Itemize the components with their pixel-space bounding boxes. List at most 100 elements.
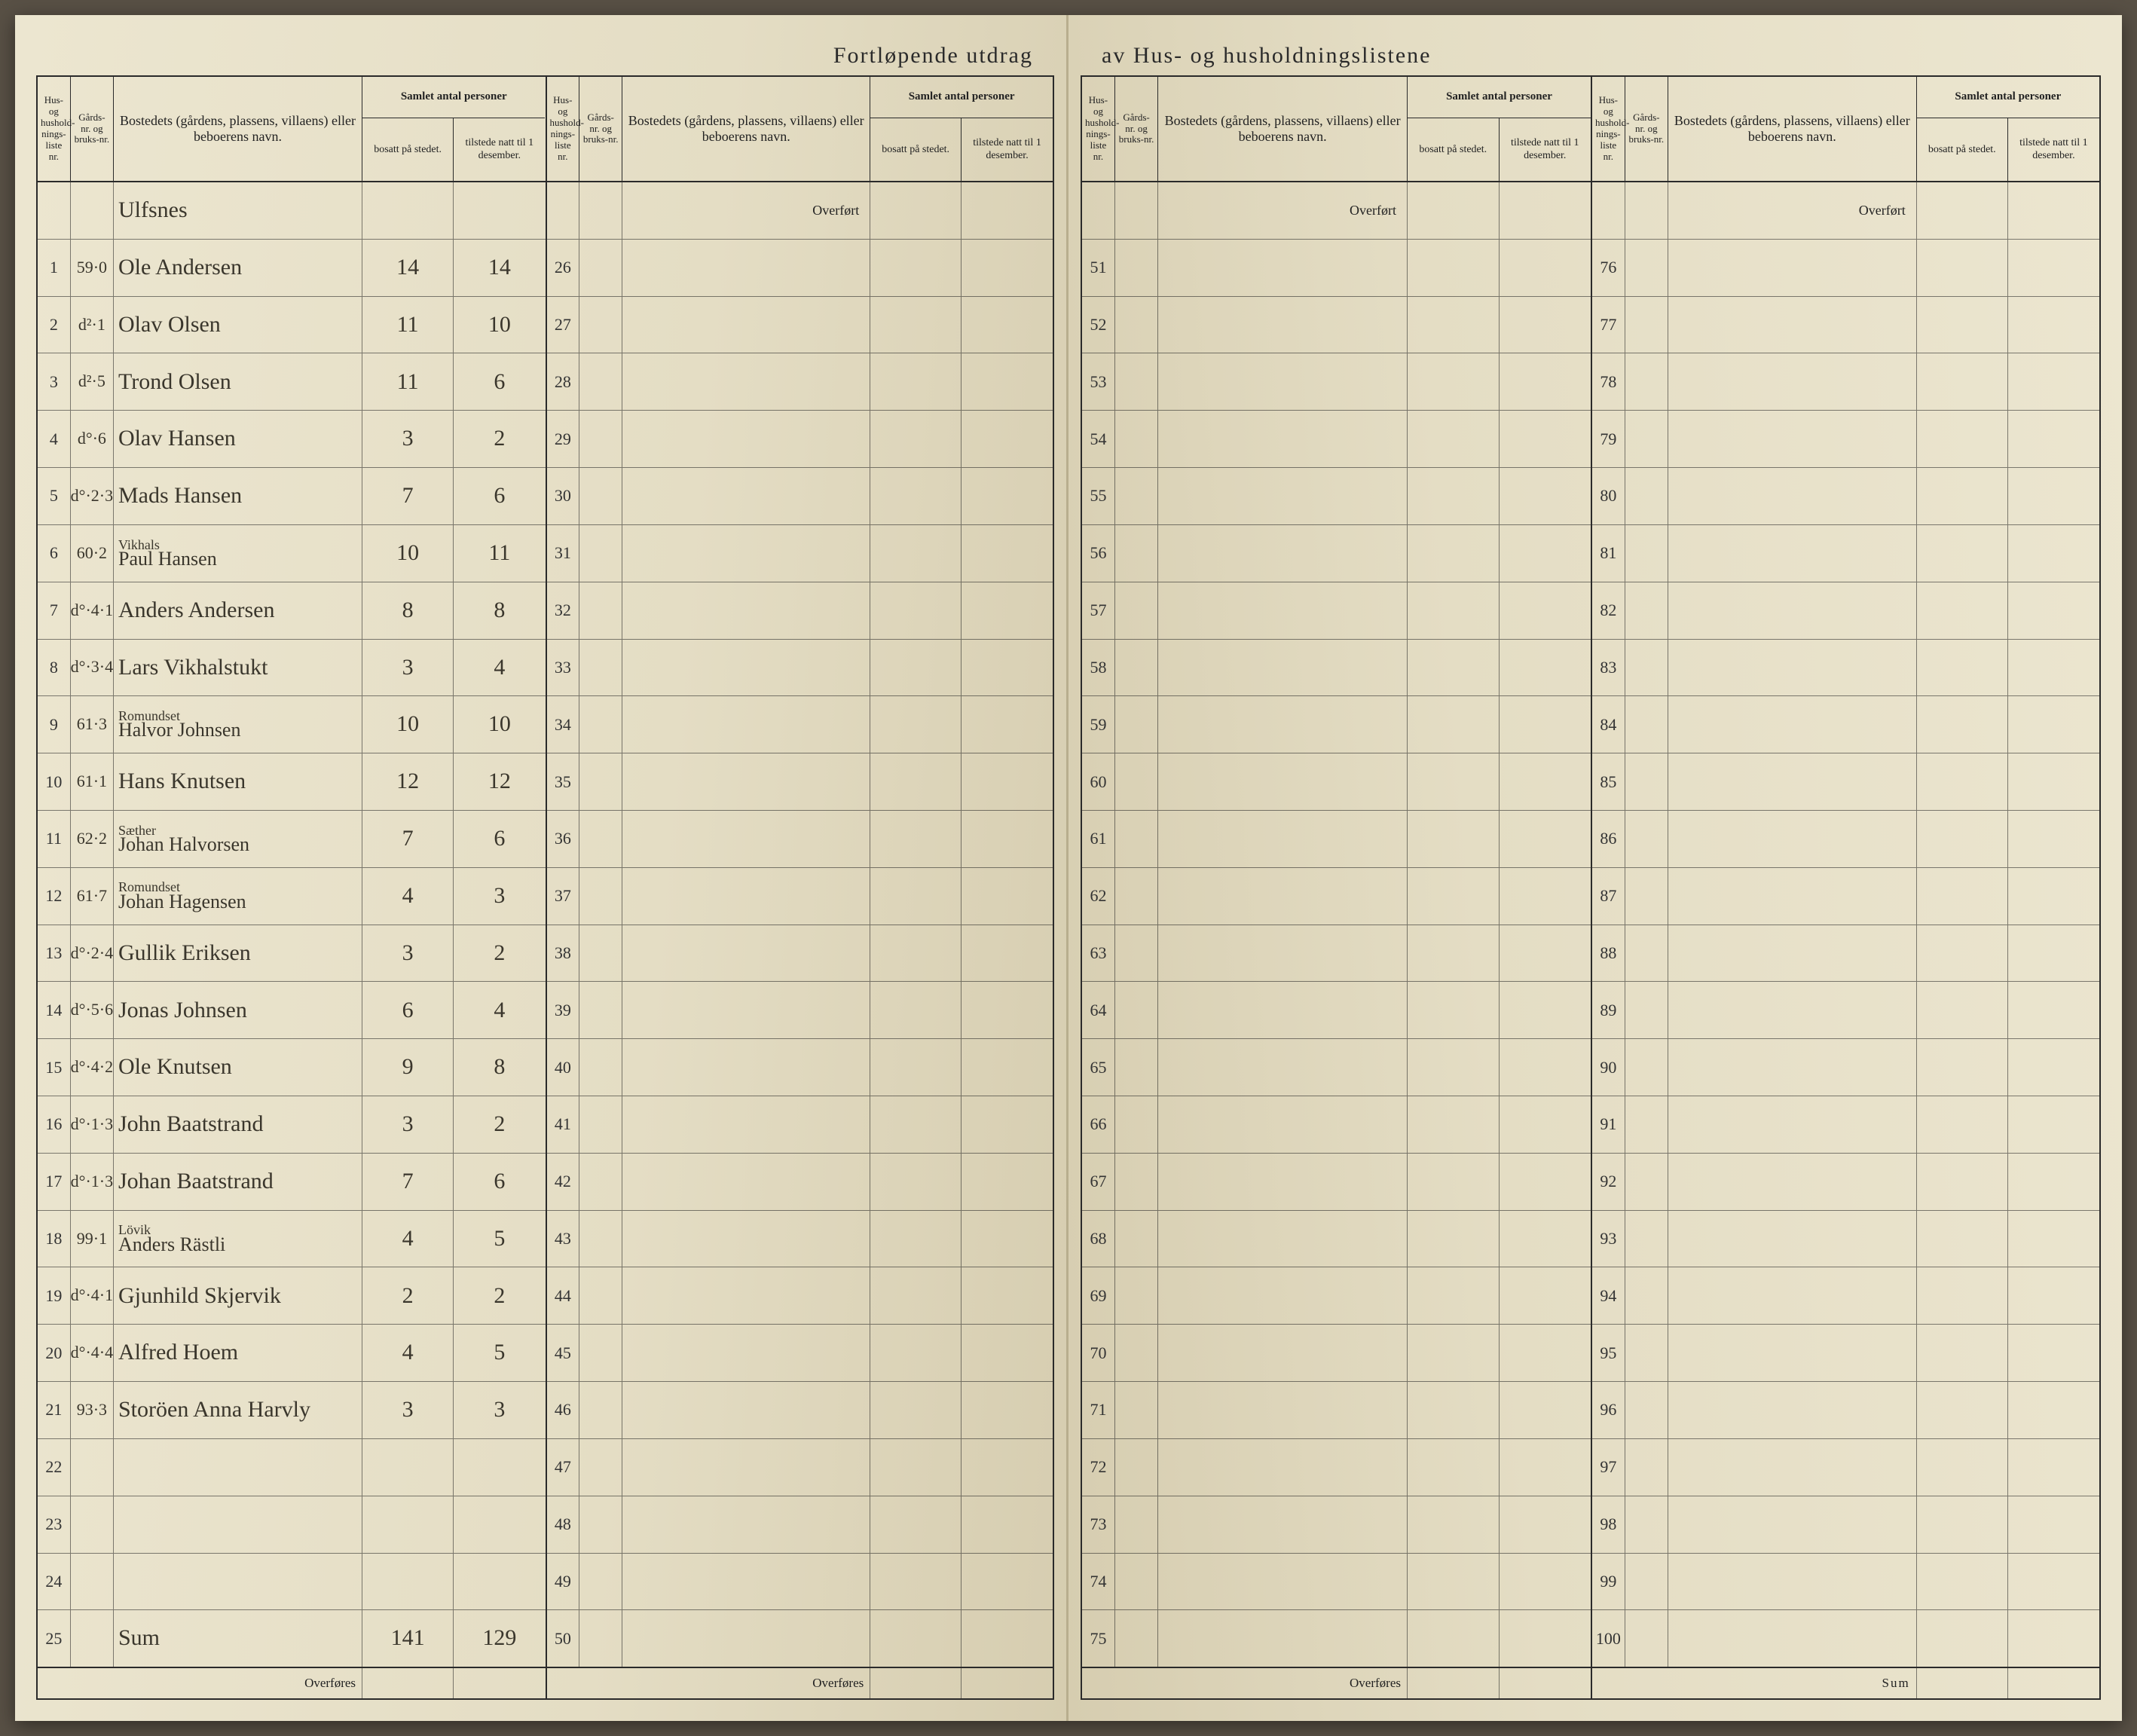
table-row: 60 bbox=[1082, 753, 1591, 811]
cell-bosatt bbox=[1408, 982, 1500, 1038]
cell-bosatt: 12 bbox=[362, 753, 454, 810]
cell-bosted bbox=[622, 1554, 870, 1610]
tilstede-value: 14 bbox=[488, 257, 511, 279]
tilstede-value: 2 bbox=[494, 943, 505, 964]
cell-bosted: SætherJohan Halvorsen bbox=[114, 811, 362, 867]
table-row: 90 bbox=[1592, 1039, 2099, 1096]
cell-bosatt bbox=[1917, 1096, 2008, 1153]
row-number: 9 bbox=[38, 696, 71, 753]
cell-bosted bbox=[622, 468, 870, 524]
cell-gard bbox=[1625, 925, 1668, 982]
cell-bosatt bbox=[870, 696, 961, 753]
row-number: 40 bbox=[547, 1039, 580, 1096]
cell-gard bbox=[1625, 811, 1668, 867]
row-number: 93 bbox=[1592, 1211, 1625, 1267]
row-number: 80 bbox=[1592, 468, 1625, 524]
cell-bosted bbox=[1668, 525, 1917, 582]
cell-tilstede bbox=[961, 1039, 1053, 1096]
col-header-persons-top: Samlet antal personer bbox=[362, 77, 545, 118]
cell-bosted bbox=[1158, 1039, 1408, 1096]
row-number: 17 bbox=[38, 1154, 71, 1210]
row-number: 36 bbox=[547, 811, 580, 867]
row-number bbox=[547, 182, 580, 239]
cell-bosted: Anders Andersen bbox=[114, 582, 362, 639]
cell-bosted: John Baatstrand bbox=[114, 1096, 362, 1153]
cell-gard bbox=[1115, 1154, 1158, 1210]
cell-bosted bbox=[622, 525, 870, 582]
cell-tilstede bbox=[2008, 1382, 2099, 1438]
table-row: 27 bbox=[547, 297, 1053, 354]
row-number: 18 bbox=[38, 1211, 71, 1267]
cell-tilstede bbox=[2008, 1554, 2099, 1610]
row-number: 23 bbox=[38, 1496, 71, 1553]
cell-gard: d°·4·1 bbox=[71, 582, 114, 639]
col-header-persons: Samlet antal personer bosatt på stedet. … bbox=[1917, 77, 2099, 181]
cell-bosted bbox=[1158, 925, 1408, 982]
table-row: 15 d°·4·2 Ole Knutsen 9 8 bbox=[38, 1039, 546, 1096]
gard-nr: d°·1·3 bbox=[71, 1174, 113, 1190]
tilstede-value: 3 bbox=[494, 1399, 505, 1421]
row-number: 33 bbox=[547, 640, 580, 696]
cell-gard bbox=[1115, 696, 1158, 753]
cell-gard bbox=[1625, 297, 1668, 353]
row-number: 55 bbox=[1082, 468, 1115, 524]
col-header-bosted: Bostedets (gårdens, plassens, villaens) … bbox=[1158, 77, 1408, 181]
cell-bosted bbox=[1668, 1496, 1917, 1553]
col-header-hus: Hus- og hushold-nings-liste nr. bbox=[38, 77, 71, 181]
row-number: 63 bbox=[1082, 925, 1115, 982]
cell-tilstede bbox=[2008, 353, 2099, 410]
cell-bosatt: 2 bbox=[362, 1267, 454, 1324]
cell-gard bbox=[1115, 582, 1158, 639]
cell-bosted bbox=[1158, 525, 1408, 582]
cell-bosatt bbox=[870, 1610, 961, 1667]
cell-bosted bbox=[622, 353, 870, 410]
overfort-label: Overført bbox=[812, 203, 859, 219]
bosatt-value: 7 bbox=[402, 485, 414, 507]
cell-gard bbox=[1115, 1439, 1158, 1496]
cell-gard bbox=[579, 353, 622, 410]
cell-gard bbox=[579, 468, 622, 524]
row-number: 12 bbox=[38, 868, 71, 925]
cell-tilstede bbox=[1500, 1211, 1591, 1267]
col-header-persons-top: Samlet antal personer bbox=[870, 77, 1053, 118]
cell-gard bbox=[1115, 1554, 1158, 1610]
cell-bosatt bbox=[1917, 468, 2008, 524]
row-number: 7 bbox=[38, 582, 71, 639]
cell-bosted: Olav Olsen bbox=[114, 297, 362, 353]
gard-nr: d°·3·4 bbox=[71, 659, 113, 675]
bosted-name: Ole Andersen bbox=[118, 257, 242, 279]
row-number: 22 bbox=[38, 1439, 71, 1496]
cell-gard bbox=[579, 1382, 622, 1438]
cell-gard: 61·1 bbox=[71, 753, 114, 810]
row-number: 98 bbox=[1592, 1496, 1625, 1553]
cell-tilstede bbox=[1500, 525, 1591, 582]
tilstede-value: 8 bbox=[494, 1056, 505, 1078]
cell-bosted bbox=[1668, 1382, 1917, 1438]
cell-bosted bbox=[622, 1211, 870, 1267]
row-number: 56 bbox=[1082, 525, 1115, 582]
table-header: Hus- og hushold-nings-liste nr. Gårds-nr… bbox=[38, 77, 546, 182]
cell-tilstede bbox=[2008, 1439, 2099, 1496]
cell-bosatt bbox=[1408, 1610, 1500, 1667]
row-number: 8 bbox=[38, 640, 71, 696]
cell-bosted bbox=[1158, 411, 1408, 467]
cell-tilstede bbox=[2008, 925, 2099, 982]
cell-bosatt bbox=[870, 640, 961, 696]
cell-gard bbox=[71, 1554, 114, 1610]
table-row: 85 bbox=[1592, 753, 2099, 811]
cell-gard: d°·1·3 bbox=[71, 1096, 114, 1153]
cell-bosted: Ole Knutsen bbox=[114, 1039, 362, 1096]
cell-bosatt bbox=[1408, 1439, 1500, 1496]
row-number: 96 bbox=[1592, 1382, 1625, 1438]
cell-bosatt bbox=[1917, 411, 2008, 467]
cell-bosatt bbox=[1917, 1039, 2008, 1096]
cell-bosatt bbox=[870, 1096, 961, 1153]
cell-bosted bbox=[622, 1325, 870, 1381]
cell-tilstede: 10 bbox=[454, 297, 545, 353]
bosatt-value: 10 bbox=[396, 714, 419, 735]
cell-bosatt: 11 bbox=[362, 353, 454, 410]
row-number: 91 bbox=[1592, 1096, 1625, 1153]
cell-gard bbox=[1115, 753, 1158, 810]
cell-gard bbox=[579, 753, 622, 810]
cell-tilstede bbox=[961, 1154, 1053, 1210]
